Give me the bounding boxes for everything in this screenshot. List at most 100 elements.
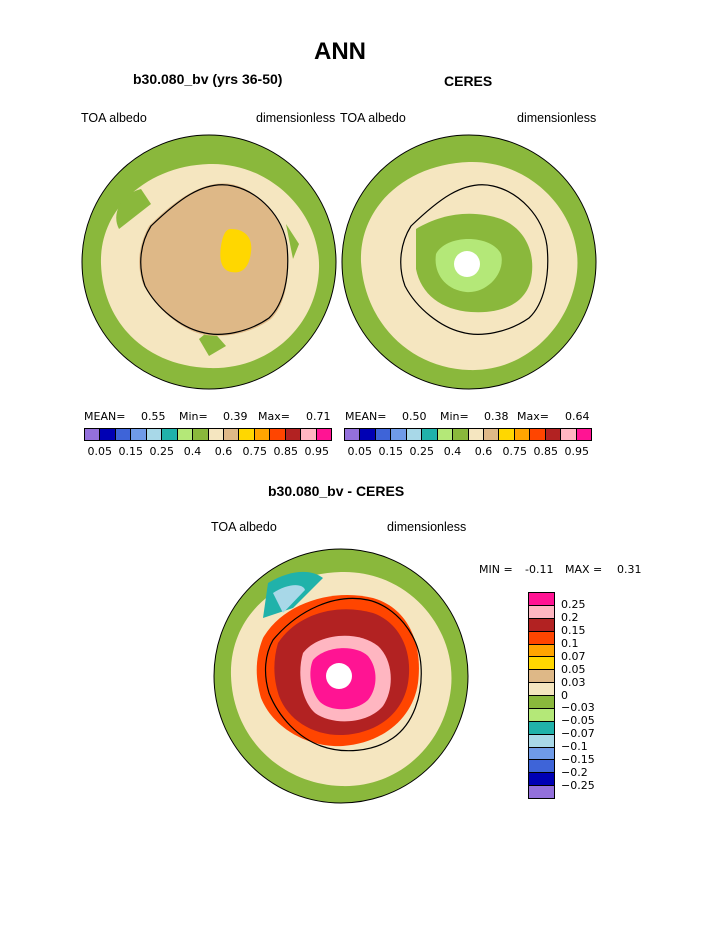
diff-colorbar — [528, 592, 555, 799]
colorbar-swatch — [576, 429, 591, 440]
right-mean-label: MEAN= — [345, 410, 387, 423]
colorbar-tick-label: 0.05 — [347, 445, 373, 458]
colorbar-tick-label: −0.25 — [561, 779, 595, 793]
colorbar-tick-label: 0.85 — [273, 445, 299, 458]
difference-albedo-map — [213, 548, 469, 804]
colorbar-swatch — [499, 429, 515, 440]
colorbar-tick-label: 0.4 — [443, 445, 462, 458]
colorbar-swatch — [270, 429, 286, 440]
colorbar-tick-label: 0.95 — [564, 445, 590, 458]
left-panel-subtitle: b30.080_bv (yrs 36-50) — [133, 71, 283, 87]
colorbar-tick-label: −0.03 — [561, 701, 595, 715]
colorbar-tick-label: 0.95 — [304, 445, 330, 458]
colorbar-tick-label: 0.75 — [502, 445, 528, 458]
right-colorbar — [344, 428, 592, 441]
colorbar-swatch — [437, 429, 454, 440]
colorbar-swatch — [285, 429, 302, 440]
ceres-albedo-map — [341, 134, 597, 390]
colorbar-tick-label: 0.75 — [242, 445, 268, 458]
right-panel-subtitle: CERES — [444, 73, 493, 89]
left-panel-field-label: TOA albedo — [81, 111, 147, 125]
colorbar-swatch — [85, 429, 101, 440]
figure-title: ANN — [314, 38, 366, 65]
colorbar-swatch — [406, 429, 423, 440]
colorbar-tick-label: 0.25 — [561, 597, 586, 611]
colorbar-swatch — [360, 429, 376, 440]
right-max-value: 0.64 — [565, 410, 590, 423]
colorbar-swatch — [529, 760, 554, 774]
left-max-value: 0.71 — [306, 410, 331, 423]
colorbar-tick-label: 0.15 — [378, 445, 404, 458]
colorbar-tick-label: 0.07 — [561, 649, 586, 663]
colorbar-swatch — [529, 721, 554, 735]
colorbar-swatch — [391, 429, 407, 440]
colorbar-swatch — [529, 696, 554, 709]
right-panel-field-label: TOA albedo — [340, 111, 406, 125]
left-mean-label: MEAN= — [84, 410, 126, 423]
colorbar-swatch — [561, 429, 577, 440]
diff-panel-subtitle: b30.080_bv - CERES — [268, 483, 405, 499]
model-albedo-map — [81, 134, 337, 390]
right-min-value: 0.38 — [484, 410, 509, 423]
colorbar-swatch — [529, 631, 554, 645]
colorbar-swatch — [193, 429, 209, 440]
colorbar-swatch — [529, 708, 554, 722]
colorbar-swatch — [100, 429, 116, 440]
diff-min-value: -0.11 — [525, 563, 554, 576]
diff-max-value: 0.31 — [617, 563, 642, 576]
colorbar-tick-label: 0.25 — [149, 445, 175, 458]
left-min-value: 0.39 — [223, 410, 248, 423]
colorbar-tick-label: 0.85 — [533, 445, 559, 458]
colorbar-swatch — [177, 429, 194, 440]
left-colorbar — [84, 428, 332, 441]
right-panel-units-label: dimensionless — [517, 111, 597, 125]
diff-min-label: MIN = — [479, 563, 513, 576]
left-min-label: Min= — [179, 410, 208, 423]
colorbar-swatch — [483, 429, 500, 440]
colorbar-swatch — [422, 429, 438, 440]
colorbar-swatch — [239, 429, 255, 440]
colorbar-swatch — [529, 670, 554, 684]
colorbar-tick-label: 0.03 — [561, 675, 586, 689]
colorbar-swatch — [529, 786, 554, 798]
colorbar-swatch — [146, 429, 163, 440]
colorbar-swatch — [345, 429, 361, 440]
colorbar-swatch — [316, 429, 331, 440]
colorbar-swatch — [529, 644, 554, 658]
colorbar-tick-label: 0.2 — [561, 610, 579, 624]
colorbar-tick-label: 0.1 — [561, 636, 579, 650]
colorbar-swatch — [529, 618, 554, 632]
colorbar-swatch — [301, 429, 317, 440]
colorbar-tick-label: −0.1 — [561, 740, 588, 754]
colorbar-swatch — [375, 429, 392, 440]
colorbar-swatch — [254, 429, 271, 440]
colorbar-tick-label: −0.07 — [561, 727, 595, 741]
colorbar-tick-label: 0.05 — [561, 662, 586, 676]
diff-panel-field-label: TOA albedo — [211, 520, 277, 534]
right-min-label: Min= — [440, 410, 469, 423]
colorbar-swatch — [529, 773, 554, 787]
colorbar-tick-label: 0.25 — [409, 445, 435, 458]
colorbar-tick-label: 0.15 — [118, 445, 144, 458]
colorbar-swatch — [115, 429, 132, 440]
colorbar-swatch — [545, 429, 562, 440]
colorbar-swatch — [529, 683, 554, 696]
diff-panel-units-label: dimensionless — [387, 520, 467, 534]
left-mean-value: 0.55 — [141, 410, 166, 423]
colorbar-swatch — [529, 747, 554, 761]
colorbar-tick-label: −0.05 — [561, 714, 595, 728]
colorbar-tick-label: 0.6 — [474, 445, 493, 458]
colorbar-tick-label: −0.2 — [561, 766, 588, 780]
colorbar-swatch — [223, 429, 240, 440]
diff-max-label: MAX = — [565, 563, 603, 576]
colorbar-tick-label: −0.15 — [561, 753, 595, 767]
colorbar-swatch — [453, 429, 469, 440]
colorbar-tick-label: 0 — [561, 688, 568, 702]
colorbar-swatch — [468, 429, 484, 440]
right-max-label: Max= — [517, 410, 549, 423]
colorbar-tick-label: 0.05 — [87, 445, 113, 458]
colorbar-swatch — [529, 593, 554, 606]
colorbar-tick-label: 0.15 — [561, 623, 586, 637]
colorbar-swatch — [131, 429, 147, 440]
colorbar-swatch — [530, 429, 546, 440]
